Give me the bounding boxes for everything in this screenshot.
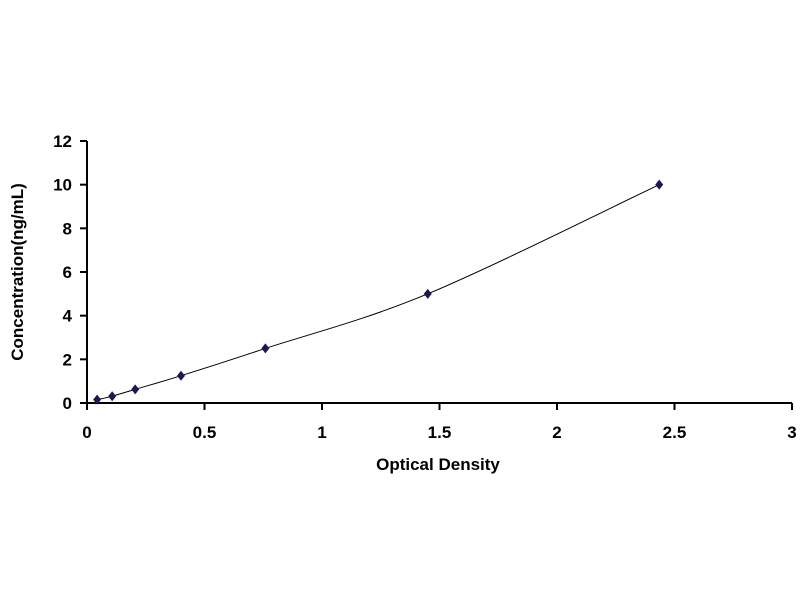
y-axis-label: Concentration(ng/mL) xyxy=(8,183,27,361)
fit-curve xyxy=(96,184,660,401)
x-tick-label: 3 xyxy=(787,423,796,442)
y-tick-label: 4 xyxy=(63,307,73,326)
y-tick-label: 0 xyxy=(63,394,72,413)
x-tick-label: 2 xyxy=(552,423,561,442)
y-tick-label: 10 xyxy=(53,176,72,195)
y-tick-label: 2 xyxy=(63,350,72,369)
y-tick-label: 6 xyxy=(63,263,72,282)
data-point xyxy=(423,288,432,299)
data-point xyxy=(108,391,117,402)
data-point xyxy=(93,394,102,405)
data-point xyxy=(655,179,664,190)
data-point xyxy=(131,384,140,395)
y-tick-label: 12 xyxy=(53,132,72,151)
x-tick-label: 1 xyxy=(317,423,326,442)
x-tick-label: 0 xyxy=(82,423,91,442)
data-point xyxy=(177,370,185,381)
x-axis-label: Optical Density xyxy=(376,455,500,474)
x-tick-label: 1.5 xyxy=(428,423,452,442)
y-tick-label: 8 xyxy=(63,219,72,238)
x-tick-label: 0.5 xyxy=(193,423,217,442)
data-point xyxy=(261,343,270,354)
x-tick-label: 2.5 xyxy=(663,423,687,442)
